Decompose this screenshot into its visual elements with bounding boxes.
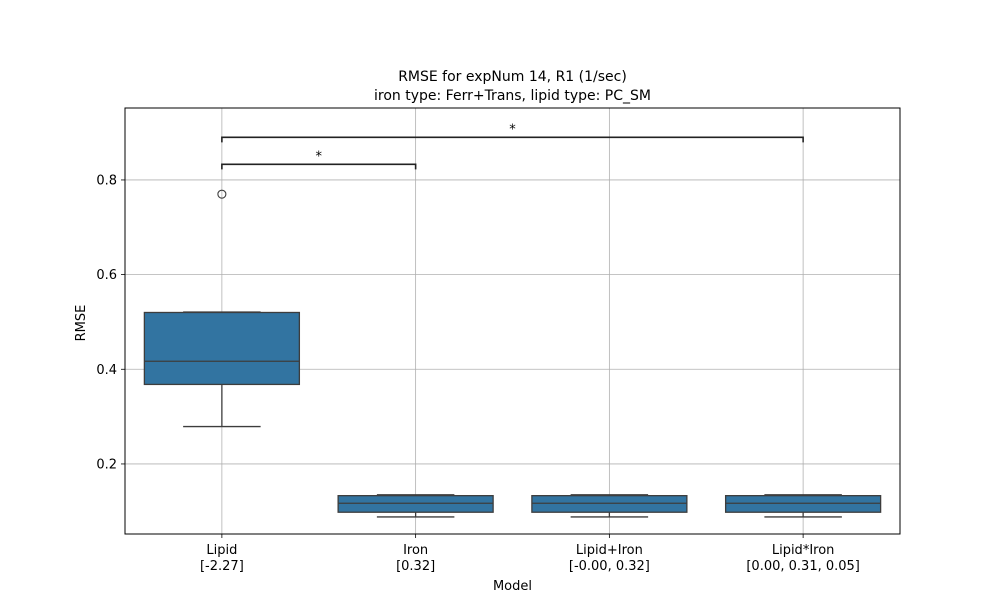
chart-subtitle: iron type: Ferr+Trans, lipid type: PC_SM (374, 88, 651, 104)
significance-label: * (509, 122, 516, 137)
significance-bracket: * (221, 149, 417, 170)
y-tick-label: 0.4 (96, 363, 117, 378)
box-body (337, 495, 494, 513)
box-body (724, 495, 882, 513)
box-series (143, 189, 882, 518)
x-tick-coeffs: [-0.00, 0.32] (569, 559, 650, 574)
box-body (531, 495, 688, 513)
y-axis: 0.2 0.4 0.6 0.8 (96, 173, 125, 472)
box-iron (337, 494, 494, 518)
x-tick-label: Lipid (206, 543, 237, 558)
box-lipid-iron (724, 494, 882, 518)
chart-title: RMSE for expNum 14, R1 (1/sec) (398, 69, 627, 85)
significance-label: * (316, 149, 323, 164)
x-tick-label: Lipid+Iron (576, 543, 643, 558)
plot-area: ** (124, 107, 901, 535)
bracket-line (221, 136, 804, 143)
y-tick-label: 0.8 (96, 173, 117, 188)
x-tick-coeffs: [0.32] (396, 559, 435, 574)
x-tick-label: Iron (403, 543, 428, 558)
x-axis-label: Model (493, 579, 532, 594)
significance-annotations: ** (221, 122, 804, 170)
y-tick-label: 0.6 (96, 268, 117, 283)
outlier-point (217, 189, 227, 199)
plot-frame (124, 107, 901, 535)
y-axis-label: RMSE (74, 305, 89, 342)
y-tick-label: 0.2 (96, 457, 117, 472)
x-tick-coeffs: [0.00, 0.31, 0.05] (746, 559, 860, 574)
bracket-line (221, 163, 417, 170)
significance-bracket: * (221, 122, 804, 143)
box-lipid (143, 189, 301, 428)
x-tick-coeffs: [-2.27] (200, 559, 244, 574)
box-lipid-iron (531, 494, 688, 518)
x-axis: Lipid[-2.27] Iron[0.32] Lipid+Iron[-0.00, … (200, 534, 860, 574)
x-tick-label: Lipid*Iron (772, 543, 835, 558)
box-body (143, 311, 301, 386)
